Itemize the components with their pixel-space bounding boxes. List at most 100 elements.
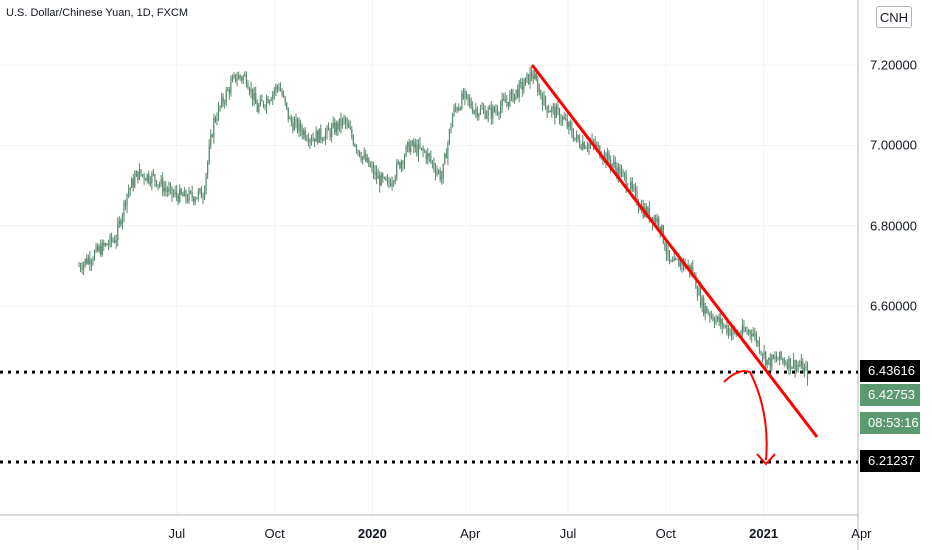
candle-body bbox=[255, 93, 257, 104]
candle-body bbox=[800, 361, 802, 367]
candle-body bbox=[563, 117, 565, 119]
candle-body bbox=[197, 191, 199, 198]
candle-body bbox=[673, 257, 675, 262]
candle-body bbox=[221, 97, 223, 107]
x-tick-label: Jul bbox=[559, 526, 577, 541]
candle-body bbox=[679, 261, 681, 267]
candle-body bbox=[436, 171, 438, 174]
last-price-label: 6.42753 bbox=[860, 384, 920, 406]
candle-body bbox=[371, 166, 373, 168]
candle-body bbox=[272, 93, 274, 100]
candle-body bbox=[307, 139, 309, 143]
candle-body bbox=[200, 188, 203, 198]
candle-body bbox=[262, 101, 265, 106]
candle-body bbox=[780, 351, 782, 359]
resistance-trendline[interactable] bbox=[530, 64, 819, 438]
candle-body bbox=[575, 134, 578, 138]
candle-body bbox=[166, 189, 168, 192]
countdown-label: 08:53:16 bbox=[860, 412, 920, 434]
candle-body bbox=[614, 161, 616, 168]
currency-button[interactable]: CNH bbox=[876, 6, 912, 28]
candle-body bbox=[509, 94, 511, 106]
y-tick-label: 7.00000 bbox=[870, 137, 917, 153]
candle-body bbox=[478, 113, 480, 117]
candle-body bbox=[634, 188, 637, 191]
candle-body bbox=[318, 128, 320, 143]
candle-body bbox=[517, 89, 519, 98]
candle-body bbox=[182, 193, 184, 197]
candle-body bbox=[258, 105, 260, 112]
candle-body bbox=[605, 153, 607, 163]
candle-body bbox=[123, 201, 125, 216]
candle-body bbox=[453, 107, 455, 115]
candle-body bbox=[752, 334, 754, 336]
candle-body bbox=[363, 154, 365, 157]
candle-body bbox=[427, 153, 429, 160]
x-tick-label: Oct bbox=[655, 526, 676, 541]
candle-body bbox=[278, 87, 280, 89]
candle-body bbox=[134, 176, 136, 187]
candle-body bbox=[596, 145, 598, 147]
candle-body bbox=[699, 288, 702, 306]
candle-body bbox=[743, 325, 745, 331]
candle-body bbox=[269, 100, 271, 103]
candle-body bbox=[304, 130, 306, 139]
candle-body bbox=[513, 93, 516, 102]
candle-body bbox=[141, 174, 144, 176]
candle-body bbox=[659, 226, 661, 232]
candle-body bbox=[470, 101, 472, 108]
candle-body bbox=[171, 186, 173, 195]
candle-body bbox=[394, 176, 396, 182]
candle-body bbox=[724, 325, 726, 327]
candle-body bbox=[774, 357, 776, 359]
candle-body bbox=[120, 220, 122, 225]
candle-body bbox=[461, 93, 463, 109]
candle-body bbox=[414, 144, 416, 148]
candle-body bbox=[543, 96, 545, 106]
candle-body bbox=[720, 319, 722, 324]
candle-body bbox=[768, 357, 770, 360]
candle-body bbox=[309, 139, 311, 143]
candle-body bbox=[523, 85, 525, 90]
breakdown-arrow[interactable] bbox=[723, 370, 768, 461]
candle-body bbox=[665, 249, 668, 255]
candle-body bbox=[405, 146, 407, 157]
candle-body bbox=[459, 107, 461, 109]
candle-body bbox=[476, 109, 478, 117]
candle-body bbox=[118, 220, 120, 224]
candle-body bbox=[315, 131, 317, 142]
x-tick-label: 2020 bbox=[357, 526, 387, 541]
candle-body bbox=[174, 191, 176, 194]
candle-body bbox=[89, 257, 91, 264]
candle-body bbox=[551, 107, 553, 112]
candle-body bbox=[613, 161, 615, 164]
candle-body bbox=[380, 174, 382, 186]
candle-body bbox=[703, 298, 705, 315]
candle-body bbox=[586, 147, 588, 149]
candle-body bbox=[281, 90, 283, 96]
candle-body bbox=[207, 161, 209, 175]
candle-body bbox=[303, 130, 305, 136]
candle-body bbox=[331, 126, 333, 137]
candle-body bbox=[360, 156, 362, 161]
candle-body bbox=[670, 260, 672, 262]
candle-body bbox=[572, 134, 575, 141]
candle-body bbox=[110, 235, 113, 242]
candle-body bbox=[306, 138, 308, 140]
candle-body bbox=[169, 186, 172, 189]
candle-body bbox=[779, 351, 781, 360]
candle-body bbox=[761, 353, 764, 356]
candle-body bbox=[131, 179, 133, 188]
candle-body bbox=[416, 144, 418, 155]
candle-body bbox=[205, 174, 207, 190]
candle-body bbox=[393, 181, 395, 183]
candle-body bbox=[792, 360, 795, 367]
candle-body bbox=[757, 341, 759, 343]
candle-body bbox=[264, 105, 266, 107]
candle-body bbox=[238, 75, 240, 80]
candle-body bbox=[562, 117, 564, 121]
candle-body bbox=[574, 137, 576, 141]
candle-body bbox=[568, 122, 570, 128]
candle-body bbox=[557, 106, 559, 110]
